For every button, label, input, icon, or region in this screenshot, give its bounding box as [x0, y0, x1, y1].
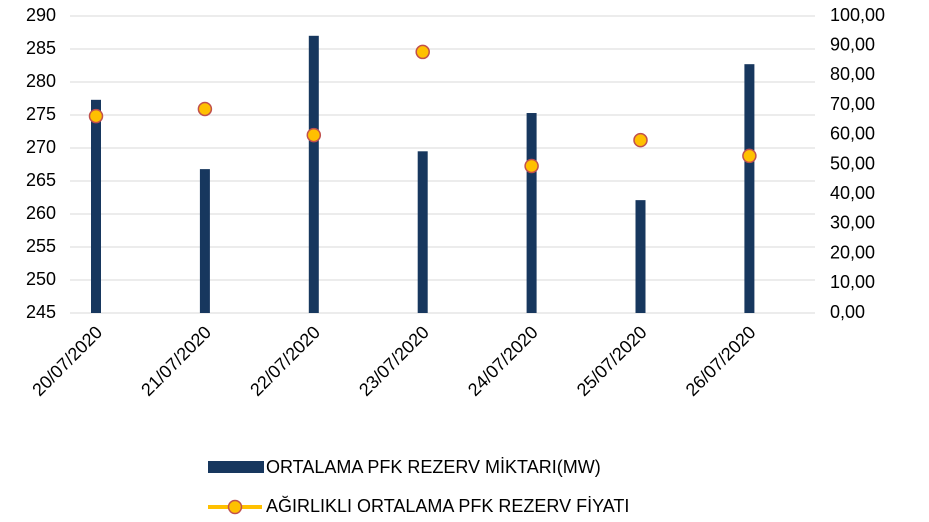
- y-tick-label: 245: [26, 302, 56, 322]
- bar: [635, 200, 646, 313]
- y-tick-label: 285: [26, 38, 56, 58]
- y2-tick-label: 20,00: [830, 242, 875, 262]
- point: [306, 127, 322, 143]
- y2-tick-label: 90,00: [830, 34, 875, 54]
- x-tick-label: 21/07/2020: [137, 322, 215, 400]
- bar: [308, 35, 319, 314]
- y2-tick-label: 60,00: [830, 124, 875, 144]
- point: [524, 158, 539, 174]
- point: [633, 132, 648, 148]
- x-tick-label: 26/07/2020: [682, 322, 760, 400]
- x-tick-label: 23/07/2020: [355, 322, 433, 400]
- legend-swatch: [208, 461, 264, 473]
- y-tick-label: 255: [26, 236, 56, 256]
- point: [197, 101, 213, 117]
- bar: [417, 151, 428, 313]
- y-tick-label: 290: [26, 5, 56, 25]
- y2-tick-label: 70,00: [830, 94, 875, 114]
- point: [742, 148, 757, 164]
- legend-label: ORTALAMA PFK REZERV MİKTARI(MW): [266, 457, 601, 477]
- point: [88, 108, 104, 124]
- point: [415, 44, 430, 60]
- y-tick-label: 260: [26, 203, 56, 223]
- legend-marker: [227, 499, 243, 515]
- y2-tick-label: 40,00: [830, 183, 875, 203]
- y2-tick-label: 10,00: [830, 272, 875, 292]
- x-tick-label: 25/07/2020: [573, 322, 651, 400]
- y-tick-label: 265: [26, 170, 56, 190]
- bar: [91, 99, 101, 313]
- y-tick-label: 250: [26, 269, 56, 289]
- y-tick-label: 270: [26, 137, 56, 157]
- x-tick-label: 22/07/2020: [246, 322, 324, 400]
- legend-label: AĞIRLIKLI ORTALAMA PFK REZERV FİYATI: [266, 495, 629, 516]
- bar: [199, 169, 210, 313]
- y2-tick-label: 80,00: [830, 64, 875, 84]
- x-tick-label: 24/07/2020: [464, 322, 542, 400]
- x-tick-label: 20/07/2020: [28, 322, 106, 400]
- y2-tick-label: 50,00: [830, 153, 875, 173]
- bar: [744, 64, 755, 314]
- y2-tick-label: 30,00: [830, 213, 875, 233]
- y-tick-label: 280: [26, 71, 56, 91]
- bar: [526, 113, 537, 314]
- y-tick-label: 275: [26, 104, 56, 124]
- y2-tick-label: 0,00: [830, 302, 865, 322]
- y2-tick-label: 100,00: [830, 5, 885, 25]
